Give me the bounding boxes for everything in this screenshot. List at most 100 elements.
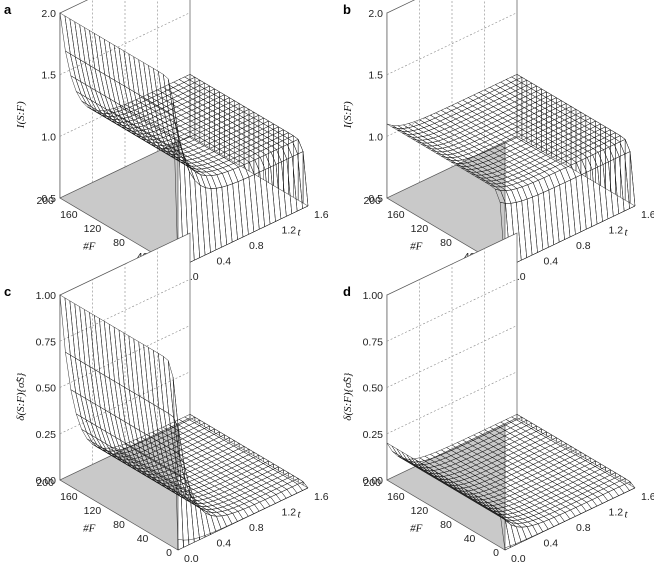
surface-cell	[534, 439, 546, 446]
surface-cell	[209, 135, 221, 142]
surface-cell	[509, 436, 521, 443]
surface-cell	[198, 88, 210, 95]
surface-cell	[195, 461, 207, 468]
surface-side	[291, 492, 298, 497]
surface-cell	[518, 499, 531, 505]
surface-cell	[223, 97, 235, 104]
surface-cell	[556, 487, 568, 494]
surface-cell	[576, 159, 588, 176]
surface-side	[258, 114, 264, 181]
surface-cell	[562, 139, 574, 146]
f-tick-label: 120	[411, 505, 429, 517]
t-axis-label: t	[298, 227, 302, 239]
surface-side	[504, 545, 511, 551]
surface-cell	[212, 108, 224, 115]
surface-side	[264, 223, 271, 227]
surface-cell	[518, 441, 531, 448]
surface-cell	[215, 472, 227, 479]
surface-cell	[508, 159, 520, 166]
surface-side	[575, 513, 582, 517]
surface-cell	[583, 468, 596, 475]
surface-cell	[524, 496, 536, 503]
surface-cell	[557, 476, 569, 483]
surface-cell	[197, 155, 209, 161]
surface-cell	[579, 114, 592, 121]
surface-side	[226, 241, 233, 245]
surface-cell	[188, 427, 200, 434]
surface-cell	[260, 142, 273, 149]
t-tick-label: 1.6	[641, 209, 654, 221]
f-axis-label: #F	[83, 523, 96, 535]
surface-cell	[547, 464, 560, 471]
surface-cell	[504, 427, 516, 434]
surface-cell	[223, 489, 236, 496]
surface-cell	[507, 457, 519, 464]
surface-cell	[577, 136, 590, 143]
surface-side	[553, 241, 560, 245]
surface-cell	[188, 134, 201, 141]
surface-cell	[194, 126, 207, 133]
surface-cell	[227, 445, 240, 452]
surface-cell	[227, 451, 239, 458]
z-axis-label: I(S:F)	[15, 101, 27, 129]
surface-cell	[555, 100, 567, 107]
surface-cell	[230, 470, 243, 477]
surface-cell	[226, 462, 238, 469]
surface-side	[546, 91, 552, 157]
surface-cell	[553, 456, 566, 463]
surface-cell	[189, 463, 202, 470]
surface-cell	[542, 127, 554, 134]
surface-cell	[520, 419, 533, 426]
surface-cell	[540, 494, 552, 501]
surface-cell	[523, 450, 535, 457]
surface-cell	[597, 164, 609, 222]
surface-cell	[566, 492, 578, 499]
surface-cell	[218, 99, 230, 106]
surface-side	[259, 508, 265, 512]
surface-cell	[538, 171, 550, 179]
surface-cell	[519, 493, 531, 500]
surface-cell	[531, 472, 543, 479]
surface-cell	[508, 498, 520, 505]
surface-cell	[247, 462, 259, 469]
t-tick-label: 0.0	[184, 553, 199, 563]
surface-side	[602, 218, 609, 222]
surface-cell	[521, 472, 533, 479]
panel-d: d 1.00 0.75 0.50 0.25 0.00 0.0 0.4 0.8 1.2 1.6 2…	[342, 232, 654, 563]
surface-cell	[522, 455, 535, 462]
surface-cell	[255, 145, 267, 152]
surface-cell	[539, 505, 551, 512]
f-tick-label: 200	[363, 195, 381, 207]
surface-cell	[524, 151, 537, 158]
surface-cell	[515, 140, 527, 147]
surface-cell	[541, 478, 553, 485]
surface-cell	[532, 121, 544, 128]
t-tick-label: 0.8	[576, 240, 591, 252]
surface-cell	[267, 123, 279, 130]
surface-cell	[512, 172, 524, 179]
surface-cell	[515, 134, 528, 141]
surface-side	[607, 497, 614, 502]
surface-cell	[575, 174, 587, 233]
surface-cell	[265, 485, 277, 492]
surface-side	[297, 139, 304, 204]
surface-cell	[203, 85, 216, 92]
surface-cell	[513, 156, 526, 163]
surface-cell	[281, 483, 293, 490]
surface-cell	[530, 488, 542, 495]
surface-cell	[567, 136, 579, 143]
surface-cell	[608, 483, 620, 490]
z-tick-label: 0.25	[36, 429, 57, 441]
surface-cell	[242, 460, 254, 467]
surface-cell	[588, 137, 600, 144]
f-tick-label: 160	[60, 491, 78, 503]
surface-cell	[518, 107, 530, 114]
surface-side	[275, 218, 282, 222]
surface-cell	[544, 110, 556, 118]
surface-cell	[250, 476, 263, 483]
surface-cell	[535, 88, 547, 95]
surface-cell	[548, 119, 560, 126]
surface-cell	[229, 486, 241, 493]
surface-cell	[199, 129, 212, 136]
surface-cell	[189, 416, 201, 423]
